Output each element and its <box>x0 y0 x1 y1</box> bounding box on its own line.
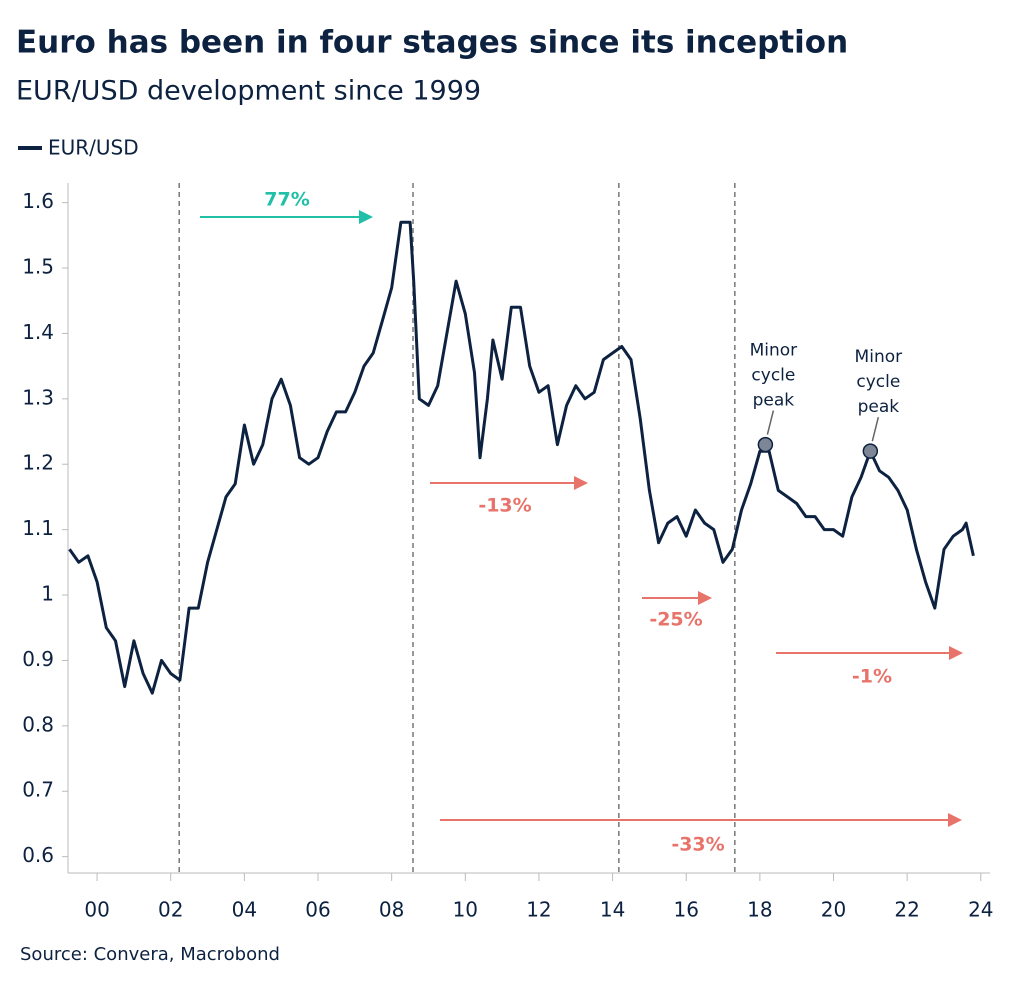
x-tick-label: 20 <box>821 898 846 922</box>
y-tick-label: 1.4 <box>22 320 54 344</box>
x-tick-label: 24 <box>968 898 993 922</box>
peak-marker <box>862 443 879 459</box>
x-tick-label: 18 <box>747 898 772 922</box>
peak-label: Minor cycle peak <box>750 341 798 411</box>
y-tick-label: 0.8 <box>22 712 54 736</box>
x-tick-label: 16 <box>673 898 698 922</box>
source: Source: Convera, Macrobond <box>20 944 280 965</box>
peak-leader <box>766 410 775 435</box>
annotation-arrowhead <box>574 476 588 490</box>
annotation-label: -33% <box>671 834 724 856</box>
y-tick-label: 1.3 <box>22 385 54 409</box>
annotation-arrowhead <box>948 813 962 827</box>
x-tick-label: 04 <box>232 898 257 922</box>
y-tick-label: 1 <box>41 582 54 606</box>
annotation-arrowhead <box>949 646 963 660</box>
y-tick-label: 1.6 <box>22 189 54 213</box>
annotation-label: -1% <box>852 666 892 688</box>
y-tick-label: 1.1 <box>22 516 54 540</box>
x-tick-label: 10 <box>453 898 478 922</box>
peak-leader <box>871 416 880 442</box>
y-tick-label: 1.2 <box>22 451 54 475</box>
x-tick-label: 08 <box>379 898 404 922</box>
annotation-label: 77% <box>264 189 309 211</box>
y-tick-label: 0.9 <box>22 647 54 671</box>
annotation-arrowhead <box>698 591 712 605</box>
annotation-label: -13% <box>478 495 531 517</box>
peak-label: Minor cycle peak <box>855 347 903 417</box>
x-tick-label: 02 <box>158 898 183 922</box>
x-tick-label: 06 <box>305 898 330 922</box>
annotation-arrowhead <box>359 210 373 224</box>
y-tick-label: 1.5 <box>22 255 54 279</box>
y-tick-label: 0.6 <box>22 843 54 867</box>
x-tick-label: 12 <box>526 898 551 922</box>
x-tick-label: 00 <box>84 898 109 922</box>
line-series <box>68 220 975 695</box>
peak-marker <box>757 436 774 453</box>
chart-subtitle: EUR/USD development since 1999 <box>16 76 481 107</box>
y-tick-label: 0.7 <box>22 778 54 802</box>
chart-title: Euro has been in four stages since its i… <box>16 25 848 61</box>
x-tick-label: 14 <box>600 898 625 922</box>
legend-label: EUR/USD <box>48 136 139 160</box>
x-tick-label: 22 <box>894 898 919 922</box>
annotation-label: -25% <box>649 609 702 631</box>
